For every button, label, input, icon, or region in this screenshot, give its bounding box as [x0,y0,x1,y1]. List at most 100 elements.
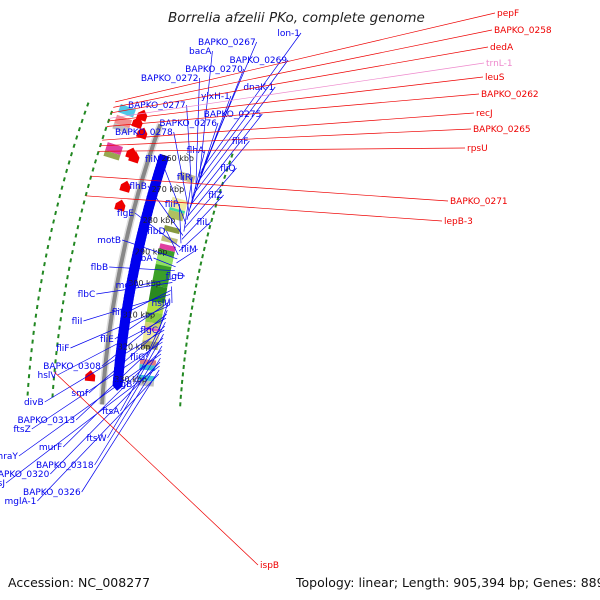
left-gene-label: lon-1 [277,29,300,39]
right-gene-leader [108,76,484,122]
tick-mark [40,279,43,284]
gene-arrow [131,117,143,130]
right-gene-leader [111,46,489,114]
left-gene-leader [189,122,219,209]
left-gene-label: BAPKO_0326 [23,488,81,498]
tick-mark [46,244,50,250]
gene-arrow [135,127,148,140]
tick-mark [76,225,80,230]
tick-mark [34,313,38,318]
right-gene-label: recJ [476,109,493,119]
left-gene-label: flhA [187,146,205,156]
left-gene-leader [114,302,169,340]
left-gene-label: flhF [232,137,249,147]
tick-mark [69,151,74,157]
coverage-block [118,104,136,118]
left-gene-label: BAPKO_0276 [159,119,217,129]
tick-mark [58,325,61,330]
tick-mark [59,317,62,322]
right-gene-label: ispB [260,561,279,571]
tick-mark [86,183,90,189]
left-gene-leader [62,349,162,448]
tick-mark [77,126,81,132]
accession-label: Accession: NC_008277 [8,575,151,590]
tick-mark [179,402,182,407]
tick-mark [104,126,108,132]
coverage-block [159,243,176,252]
tick-mark [43,261,46,267]
left-gene-label: ftsJ [0,479,5,489]
right-gene-leader [100,128,472,147]
tick-mark [180,379,184,384]
tick-mark [216,196,220,201]
right-gene-label: rpsU [467,144,488,154]
tick-mark [186,335,189,340]
right-gene-label: trnL-1 [486,59,513,69]
tick-mark [31,339,34,344]
tick-mark [86,102,90,107]
tick-mark [64,283,68,288]
tick-mark [218,188,222,194]
tick-mark [189,312,193,318]
left-gene-label: motA [116,281,141,291]
tick-mark [67,160,71,165]
tick-mark [206,232,210,237]
left-gene-label: murF [39,443,62,453]
left-gene-leader [160,158,187,224]
left-gene-label: flgE [117,209,134,219]
kbp-marker-line [138,377,147,380]
left-gene-label: bacA [189,47,212,57]
right-gene-leader [91,175,449,202]
left-gene-leader [109,266,175,272]
left-gene-label: fliL [197,218,210,228]
right-gene-label: leuS [485,73,505,83]
gene-arrow [119,180,131,193]
left-gene-leader [176,248,198,264]
left-gene-label: fliZ [208,191,222,201]
left-gene-label: motB [97,236,121,246]
tick-mark [228,160,232,165]
left-gene-label: BAPKO_0313 [17,416,75,426]
tick-mark [214,203,218,208]
tick-mark [57,333,60,339]
left-gene-label: fliE [100,335,114,345]
tick-mark [52,219,56,224]
coverage-block [146,300,165,314]
tick-mark [66,275,69,280]
left-gene-label: BAPKO_0267 [198,38,256,48]
kbp-markers: 260 kbp 270 kbp 280 kbp 290 kbp 300 kbp 310 k… [114,153,194,384]
left-gene-leader [186,149,206,220]
left-gene-label: ylxH-1 [201,92,230,102]
tick-mark [202,246,206,252]
kbp-marker-line [159,247,168,252]
left-gene-label: divB [24,398,44,408]
tick-mark [33,322,36,327]
left-gene-leader [184,167,237,228]
tick-mark [181,372,185,377]
right-gene-label: BAPKO_0262 [481,90,539,100]
tick-mark [28,365,31,370]
left-gene-label: BAPKO_0272 [141,74,199,84]
tick-mark [38,287,42,292]
tick-mark [208,224,212,230]
tick-mark [50,227,54,233]
right-gene-leader [106,93,480,127]
tick-mark [65,168,69,174]
tick-mark [69,258,73,263]
tick-mark [53,367,56,372]
genome-backbone [98,123,164,405]
tick-mark [185,342,188,347]
left-gene-label: flbB [91,263,109,273]
tick-mark [80,118,84,124]
left-gene-leader [127,290,171,313]
left-gene-leader [173,274,185,277]
kbp-marker-label: 310 kbp [123,311,156,320]
tick-mark [72,241,76,246]
tick-mark [101,134,105,140]
coverage-block [163,225,181,235]
right-gene-label: BAPKO_0265 [473,125,531,135]
right-gene-leader [54,372,259,566]
left-gene-label: BAPKO_0270 [185,65,243,75]
right-gene-label: dedA [490,43,514,53]
tick-mark [193,290,197,296]
